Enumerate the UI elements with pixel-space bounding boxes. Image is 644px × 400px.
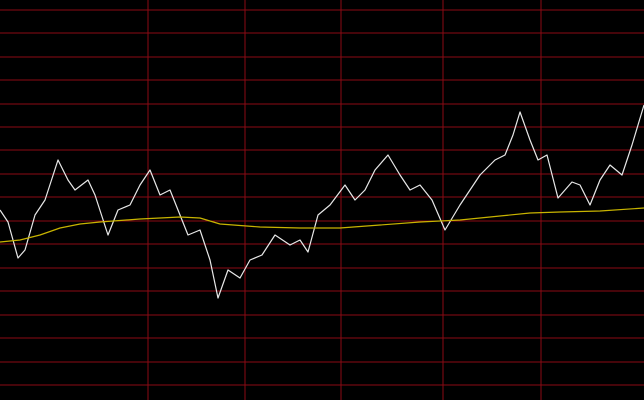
line-series [0,207,644,243]
line-series [0,104,644,299]
